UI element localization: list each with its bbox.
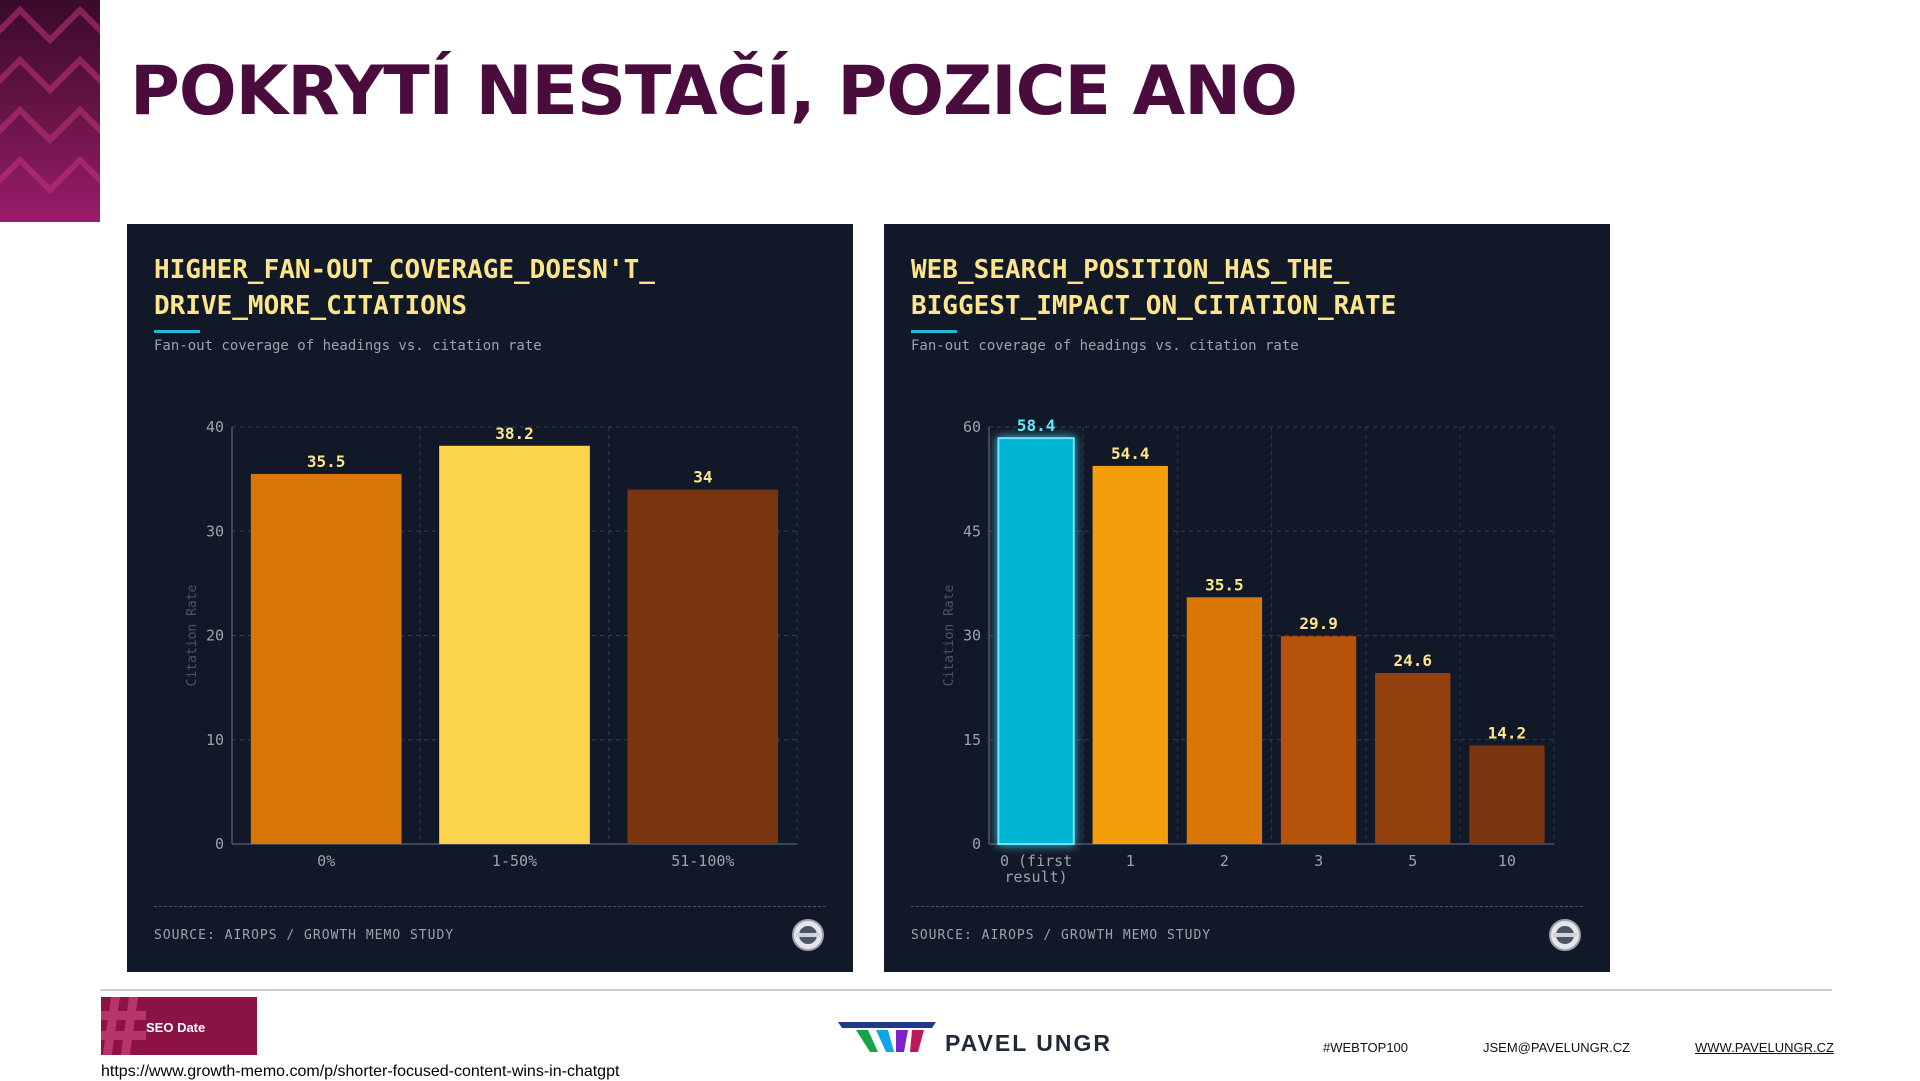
email-link[interactable]: JSEM@PAVELUNGR.CZ bbox=[1483, 1040, 1631, 1055]
hash-icon bbox=[101, 997, 146, 1055]
bar-0- bbox=[250, 473, 402, 844]
seo-date-logo: SEO Date bbox=[101, 997, 257, 1055]
x-tick-label: 2 bbox=[1220, 852, 1229, 870]
x-tick-label: 1 bbox=[1126, 852, 1135, 870]
panel-source: SOURCE: AIROPS / GROWTH MEMO STUDY bbox=[154, 928, 455, 943]
panel-title: WEB_SEARCH_POSITION_HAS_THE_ BIGGEST_IMP… bbox=[911, 255, 1397, 321]
accent-line bbox=[154, 330, 200, 333]
y-tick-label: 60 bbox=[963, 418, 981, 436]
y-tick-label: 45 bbox=[963, 522, 981, 540]
x-tick-label: 0% bbox=[317, 852, 335, 870]
accent-line bbox=[911, 330, 957, 333]
panel-divider bbox=[154, 906, 826, 907]
y-axis-label: Citation Rate bbox=[942, 584, 957, 686]
x-tick-label: 5 bbox=[1408, 852, 1417, 870]
bar-5 bbox=[1375, 673, 1451, 844]
study-badge-icon bbox=[1549, 919, 1581, 951]
pavel-ungr-logo-icon bbox=[838, 1022, 936, 1052]
data-label: 24.6 bbox=[1393, 651, 1432, 670]
y-tick-label: 15 bbox=[963, 731, 981, 749]
panel-source: SOURCE: AIROPS / GROWTH MEMO STUDY bbox=[911, 928, 1212, 943]
x-tick-label-line: 1-50% bbox=[492, 852, 537, 870]
chart-panel-position: WEB_SEARCH_POSITION_HAS_THE_ BIGGEST_IMP… bbox=[884, 224, 1610, 972]
bar-1-50- bbox=[439, 445, 590, 844]
bar-51-100- bbox=[627, 489, 779, 844]
y-tick-label: 0 bbox=[215, 835, 224, 853]
hashtag-link[interactable]: #WEBTOP100 bbox=[1323, 1040, 1409, 1055]
website-link[interactable]: WWW.PAVELUNGR.CZ bbox=[1695, 1040, 1834, 1055]
y-axis-label: Citation Rate bbox=[185, 584, 200, 686]
data-label: 38.2 bbox=[495, 424, 534, 443]
y-tick-label: 10 bbox=[206, 731, 224, 749]
source-url-link[interactable]: https://www.growth-memo.com/p/shorter-fo… bbox=[101, 1063, 620, 1080]
data-label: 34 bbox=[693, 468, 712, 487]
footer-divider bbox=[100, 989, 1832, 991]
data-label: 35.5 bbox=[1205, 575, 1244, 594]
x-tick-label-line: 5 bbox=[1408, 852, 1417, 870]
x-tick-label: 0 (first result) bbox=[1000, 852, 1072, 886]
x-tick-label: 10 bbox=[1498, 852, 1516, 870]
data-label: 35.5 bbox=[307, 452, 346, 471]
panel-title: HIGHER_FAN-OUT_COVERAGE_DOESN'T_ DRIVE_M… bbox=[154, 255, 655, 321]
bar-3 bbox=[1280, 636, 1357, 844]
x-tick-label-line: 10 bbox=[1498, 852, 1516, 870]
chart-panel-coverage: HIGHER_FAN-OUT_COVERAGE_DOESN'T_ DRIVE_M… bbox=[127, 224, 853, 972]
data-label: 54.4 bbox=[1111, 444, 1150, 463]
y-tick-label: 20 bbox=[206, 627, 224, 645]
bar-1 bbox=[1092, 465, 1168, 844]
x-tick-label: 3 bbox=[1314, 852, 1323, 870]
panel-subtitle: Fan-out coverage of headings vs. citatio… bbox=[911, 338, 1299, 354]
data-label: 29.9 bbox=[1299, 614, 1338, 633]
decorative-pattern bbox=[0, 0, 100, 222]
x-tick-label-line: 1 bbox=[1126, 852, 1135, 870]
x-tick-label-line: 0% bbox=[317, 852, 335, 870]
study-badge-icon bbox=[792, 919, 824, 951]
data-label: 58.4 bbox=[1017, 416, 1056, 435]
bar-chart-coverage: 0 10 20 30 40 Citation Rate 35.5 0% 38.2 1-50% 34 5… bbox=[185, 418, 798, 870]
y-tick-label: 30 bbox=[963, 627, 981, 645]
x-tick-label: 1-50% bbox=[492, 852, 537, 870]
bar-2 bbox=[1186, 597, 1263, 844]
panel-subtitle: Fan-out coverage of headings vs. citatio… bbox=[154, 338, 542, 354]
x-tick-label-line: 2 bbox=[1220, 852, 1229, 870]
data-label: 14.2 bbox=[1488, 723, 1527, 742]
bar-10 bbox=[1469, 745, 1545, 844]
y-tick-label: 0 bbox=[972, 835, 981, 853]
x-tick-label: 51-100% bbox=[671, 852, 734, 870]
slide-title: POKRYTÍ NESTAČÍ, POZICE ANO bbox=[130, 52, 1298, 131]
x-tick-label-line: 51-100% bbox=[671, 852, 734, 870]
panel-divider bbox=[911, 906, 1583, 907]
y-tick-label: 30 bbox=[206, 522, 224, 540]
x-tick-label-line: 0 (first bbox=[1000, 852, 1072, 870]
bar-0-first-result- bbox=[997, 437, 1075, 846]
x-tick-label-line: result) bbox=[1004, 868, 1067, 886]
x-tick-label-line: 3 bbox=[1314, 852, 1323, 870]
brand-name: PAVEL UNGR bbox=[945, 1030, 1112, 1056]
seo-date-label: SEO Date bbox=[146, 1020, 206, 1035]
y-tick-label: 40 bbox=[206, 418, 224, 436]
